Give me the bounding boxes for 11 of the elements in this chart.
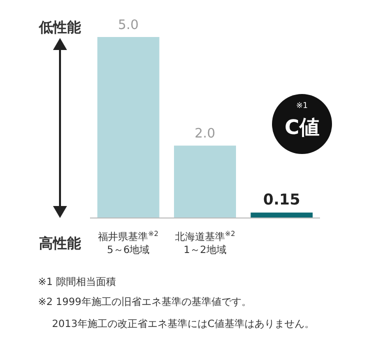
x-tick-label: 北海道基準$^{※2}$ 1～2地域	[174, 230, 236, 256]
data-label: 2.0	[194, 126, 216, 142]
data-label: 0.15	[263, 190, 300, 209]
text: 2013年施工の改正省エネ基準にはC値基準はありません。	[52, 318, 314, 330]
text: 高性能	[39, 235, 82, 252]
text: ※1 隙間相当面積	[38, 276, 116, 288]
text: ※2 1999年施工の旧省エネ基準の基準値です。	[38, 296, 252, 308]
x-tick-label: 福井県基準$^{※2}$ 5～6地域	[98, 230, 158, 256]
data-label: 5.0	[118, 18, 139, 33]
text: 低性能	[38, 20, 82, 36]
annotation: ※1 C値	[284, 101, 320, 139]
